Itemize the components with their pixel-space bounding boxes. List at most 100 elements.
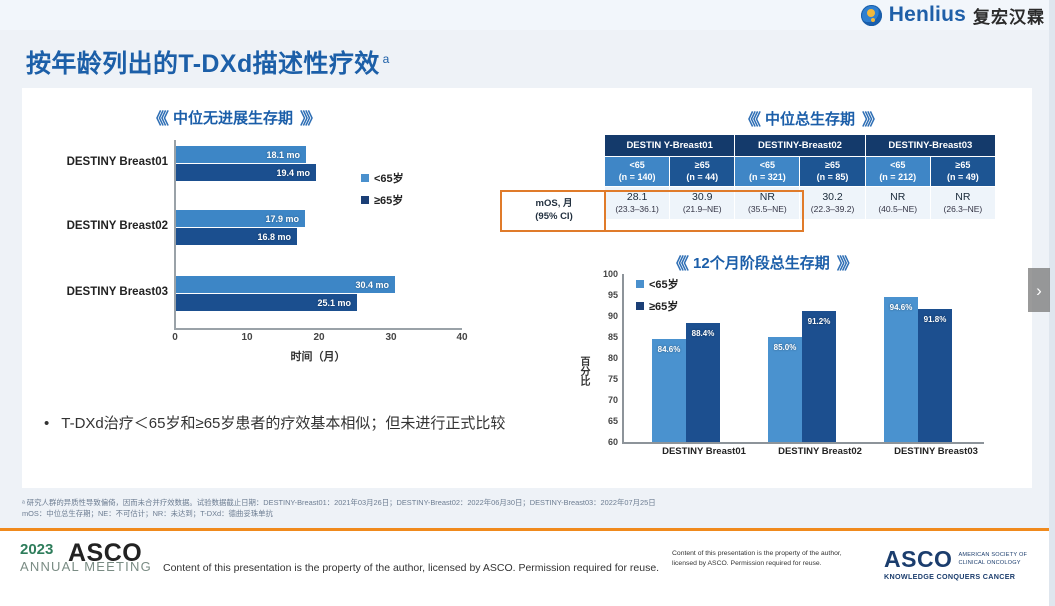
os12-x-category-label: DESTINY Breast03 — [894, 446, 978, 457]
os-heading-text: 中位总生存期 — [765, 110, 856, 128]
asco-right-subtext: AMERICAN SOCIETY OF CLINICAL ONCOLOGY — [958, 552, 1027, 567]
pfs-x-tick: 40 — [456, 332, 468, 343]
os12-bar-lt65: 84.6% — [652, 339, 686, 442]
asco-society-line1: AMERICAN SOCIETY OF — [958, 551, 1028, 558]
pfs-bar-lt65: 17.9 mo — [176, 210, 305, 227]
os12-y-tick: 95 — [607, 290, 618, 300]
os-subgroup-n: (n = 44) — [686, 171, 719, 182]
os12-plot-area: 84.6% 88.4% 85.0% 91.2% 94.6% 91.8% — [622, 274, 982, 442]
pfs-x-tick: 10 — [241, 332, 253, 343]
bullet-marker: • — [44, 415, 50, 432]
os-ci: (21.9–NE) — [682, 204, 722, 215]
table-row-subgroup-headers: <65 (n = 140) ≥65 (n = 44) <65 (n = 321)… — [603, 156, 997, 187]
os12-y-tick: 70 — [607, 395, 618, 405]
os-row-label: mOS, 月 (95% CI) — [500, 190, 606, 232]
os12-bar-lt65: 85.0% — [768, 337, 802, 442]
os-value-cell: 28.1 (23.3–36.1) — [603, 186, 671, 220]
os-median: 30.2 — [822, 190, 843, 203]
footer-copyright-small: Content of this presentation is the prop… — [672, 550, 842, 568]
os-subgroup-age: ≥65 — [955, 160, 971, 171]
os12-x-axis-line — [622, 442, 984, 444]
os-subgroup-age: <65 — [890, 160, 906, 171]
os12-heading-text: 12个月阶段总生存期 — [693, 254, 830, 272]
footer-copyright: Content of this presentation is the prop… — [163, 562, 660, 574]
pfs-chart: DESTINY Breast01 18.1 mo 19.4 mo DESTINY… — [26, 124, 471, 374]
pfs-y-axis-line — [174, 140, 176, 328]
chevron-left-decor-icon: 《《 — [148, 111, 169, 128]
os-study-header: DESTINY-Breast03 — [864, 134, 997, 157]
os12-y-tick: 80 — [607, 353, 618, 363]
os12-y-axis-title: 百分比 — [578, 356, 589, 386]
legend-label: <65岁 — [649, 279, 679, 291]
os-median: NR — [955, 190, 971, 203]
os12-bar-label: 88.4% — [691, 329, 715, 338]
asco-wordmark: ASCO — [68, 539, 143, 567]
os-subgroup-n: (n = 85) — [816, 171, 849, 182]
pfs-category-label: DESTINY Breast03 — [66, 286, 168, 298]
os-study-header: DESTIN Y-Breast01 — [603, 134, 736, 157]
os12-bar-lt65: 94.6% — [884, 297, 918, 442]
page-title: 按年龄列出的T-DXd描述性疗效 a — [26, 44, 390, 80]
chevron-left-decor-icon: 《《 — [668, 256, 689, 273]
os-study-header: DESTINY-Breast02 — [734, 134, 866, 157]
os12-section-heading: 《《 12个月阶段总生存期 》》 — [668, 250, 858, 274]
brand-name-cn: 复宏汉霖 — [973, 7, 1045, 27]
os-value-cell: NR (35.5–NE) — [734, 186, 801, 220]
right-edge-strip — [1049, 0, 1055, 606]
table-row-mos-values: 28.1 (23.3–36.1) 30.9 (21.9–NE) NR (35.5… — [603, 186, 997, 220]
os-subgroup-n: (n = 49) — [947, 171, 979, 182]
os-median: NR — [890, 190, 906, 203]
os12-x-category-label: DESTINY Breast01 — [662, 446, 746, 457]
pfs-heading-text: 中位无进展生存期 — [173, 109, 294, 127]
os12-y-tick: 75 — [607, 374, 618, 384]
pfs-section-heading: 《《 中位无进展生存期 》》 — [148, 105, 321, 129]
pfs-bar-lt65: 30.4 mo — [176, 276, 395, 293]
asco-tagline: KNOWLEDGE CONQUERS CANCER — [884, 572, 1016, 581]
pfs-category-label: DESTINY Breast01 — [66, 156, 168, 168]
os12-bar-label: 84.6% — [657, 345, 681, 354]
asco-logo-right: ASCO AMERICAN SOCIETY OF CLINICAL ONCOLO… — [884, 548, 1027, 571]
legend-label: <65岁 — [374, 173, 404, 185]
os12-x-category-label: DESTINY Breast02 — [778, 446, 862, 457]
os12-legend-item: ≥65岁 — [636, 298, 679, 314]
os-table: DESTIN Y-Breast01 DESTINY-Breast02 DESTI… — [603, 134, 997, 220]
orange-divider — [0, 528, 1055, 531]
os-value-cell: 30.9 (21.9–NE) — [669, 186, 736, 220]
chevron-right-decor-icon: 》》 — [300, 111, 321, 128]
key-takeaway-bullet: • T-DXd治疗＜65岁和≥65岁患者的疗效基本相似；但未进行正式比较 — [44, 412, 514, 435]
os12-y-tick: 60 — [607, 437, 618, 447]
asco-right-wordmark: ASCO — [884, 546, 953, 572]
os-ci: (22.3–39.2) — [810, 204, 855, 215]
chevron-left-decor-icon: 《《 — [740, 112, 761, 129]
pfs-bar-ge65: 19.4 mo — [176, 164, 316, 181]
os-subgroup-header: <65 (n = 321) — [734, 156, 801, 187]
pfs-bar-lt65: 18.1 mo — [176, 146, 306, 163]
os12-bar-label: 85.0% — [773, 343, 797, 352]
pfs-x-tick: 0 — [172, 332, 178, 343]
next-slide-button[interactable]: › — [1028, 268, 1050, 312]
brand-name: Henlius — [888, 3, 966, 26]
os12-bar-label: 91.2% — [807, 317, 831, 326]
legend-label: ≥65岁 — [649, 301, 679, 313]
chevron-right-decor-icon: 》》 — [862, 112, 883, 129]
os-section-heading: 《《 中位总生存期 》》 — [740, 106, 883, 130]
os-subgroup-age: ≥65 — [694, 160, 710, 171]
pfs-category-label: DESTINY Breast02 — [66, 220, 168, 232]
os-value-cell: 30.2 (22.3–39.2) — [799, 186, 866, 220]
os-subgroup-n: (n = 212) — [879, 171, 917, 182]
os-subgroup-n: (n = 321) — [749, 171, 786, 182]
footnote-line-2: mOS：中位总生存期；NE：不可估计；NR：未达到；T-DXd：德曲妥珠单抗 — [22, 509, 273, 518]
os12-bar-ge65: 91.2% — [802, 311, 836, 442]
os-median: NR — [759, 190, 775, 203]
os12-chart: 百分比 60 65 70 75 80 85 90 95 100 84.6% 88… — [578, 244, 998, 480]
os-ci: (26.3–NE) — [943, 204, 983, 215]
os12-y-tick: 65 — [607, 416, 618, 426]
legend-swatch-ge65-icon — [636, 302, 644, 310]
os12-legend-item: <65岁 — [636, 276, 679, 292]
os-ci: (35.5–NE) — [748, 204, 787, 215]
chevron-right-icon: › — [1036, 280, 1042, 300]
os12-y-tick: 90 — [607, 311, 618, 321]
pfs-legend-item: ≥65岁 — [361, 192, 404, 208]
pfs-bar-ge65: 25.1 mo — [176, 294, 357, 311]
